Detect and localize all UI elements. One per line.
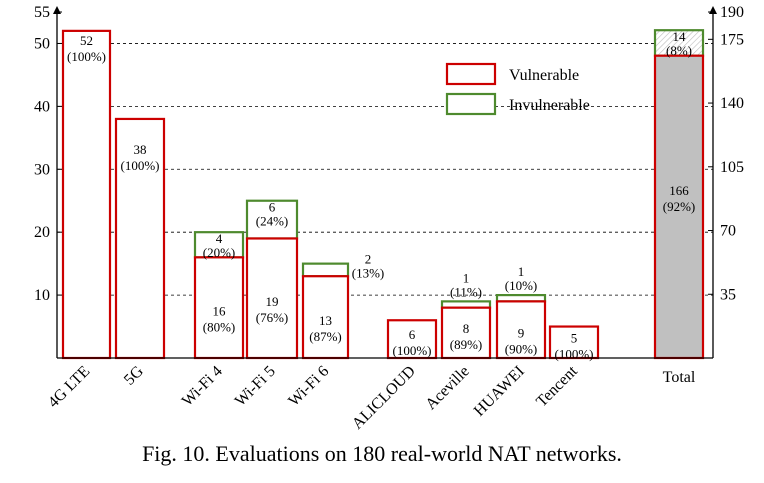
- bar-value-label: 38: [134, 142, 147, 157]
- bar-vulnerable: [61, 29, 112, 360]
- bar-value-label: 13: [319, 313, 332, 328]
- bar-value-label: 1: [463, 270, 470, 285]
- bar-vulnerable: [193, 256, 245, 360]
- grid-lines: [57, 43, 713, 296]
- x-tick-label: ALICLOUD: [349, 363, 419, 433]
- y-tick-label-left: 30: [34, 161, 50, 178]
- y-tick-label-right: 105: [720, 159, 744, 176]
- bar-percent-label: (100%): [121, 158, 160, 173]
- x-tick-label: HUAWEI: [471, 363, 528, 420]
- bar-percent-label: (76%): [256, 310, 289, 325]
- bar-value-label: 16: [213, 304, 227, 319]
- bar-value-label: 166: [669, 183, 689, 198]
- x-tick-label: Tencent: [533, 362, 581, 410]
- y-tick-label-right: 35: [720, 286, 736, 303]
- bar-vulnerable: [114, 117, 166, 360]
- bar-invulnerable: [245, 199, 299, 240]
- bar-value-label: 1: [518, 264, 525, 279]
- bar-percent-label: (10%): [505, 278, 538, 293]
- bar-percent-label: (92%): [663, 199, 696, 214]
- bar-percent-label: (100%): [67, 49, 106, 64]
- x-tick-label: Aceville: [422, 363, 472, 413]
- bar-vulnerable: [548, 325, 600, 360]
- x-tick-label: 5G: [121, 362, 147, 388]
- bar-vulnerable: [301, 275, 350, 360]
- y-axis-left-arrow: [53, 6, 61, 14]
- x-tick-label: Wi-Fi 5: [232, 363, 279, 410]
- bar-value-label: 14: [673, 29, 687, 44]
- legend: Vulnerable Invulnerable: [445, 62, 590, 116]
- y-tick-label-left: 20: [34, 224, 50, 241]
- x-tick-label: Wi-Fi 6: [285, 363, 332, 410]
- bar-invulnerable: [653, 29, 705, 57]
- bar-invulnerable: [193, 231, 245, 259]
- bar-percent-label: (100%): [393, 343, 432, 358]
- y-tick-label-left: 55: [34, 4, 50, 21]
- chart: 4G LTE 5G Wi-Fi 4 Wi-Fi 5 Wi-Fi 6 ALICLOUD Ace…: [34, 4, 744, 433]
- bar-value-label: 6: [409, 327, 416, 342]
- bar-percent-label: (24%): [256, 214, 289, 229]
- figure-caption: Fig. 10. Evaluations on 180 real-world N…: [142, 441, 622, 466]
- x-tick-label: Wi-Fi 4: [179, 363, 226, 410]
- bar-value-label: 8: [463, 321, 470, 336]
- y-axis-right-arrow: [709, 6, 717, 14]
- y-tick-label-right: 140: [720, 95, 744, 112]
- bar-percent-label: (87%): [309, 329, 342, 344]
- legend-swatch-invulnerable: [445, 92, 497, 116]
- bar-vulnerable: [653, 54, 705, 360]
- y-tick-label-left: 40: [34, 98, 50, 115]
- bar-value-label: 52: [80, 33, 93, 48]
- bar-value-label: 6: [269, 200, 276, 215]
- bar-vulnerable: [440, 306, 492, 360]
- bar-percent-label: (90%): [505, 342, 538, 357]
- bar-percent-label: (100%): [555, 346, 594, 361]
- bar-percent-label: (80%): [203, 320, 236, 335]
- y-tick-label-right: 190: [720, 4, 744, 21]
- data-labels: 52(100%)38(100%)16(80%)4(20%)19(76%)6(24…: [67, 29, 695, 361]
- bars: [61, 29, 705, 360]
- bar-percent-label: (13%): [352, 266, 385, 281]
- bar-invulnerable: [301, 262, 350, 278]
- y-tick-label-right: 175: [720, 31, 744, 48]
- bar-percent-label: (11%): [450, 284, 482, 299]
- bar-percent-label: (20%): [203, 245, 236, 260]
- y-tick-label-left: 10: [34, 287, 50, 304]
- legend-swatch-vulnerable: [445, 62, 497, 86]
- y-tick-label-left: 50: [34, 35, 50, 52]
- bar-value-label: 5: [571, 330, 578, 345]
- bar-value-label: 19: [266, 294, 279, 309]
- legend-label-vulnerable: Vulnerable: [509, 67, 579, 84]
- x-tick-label: 4G LTE: [45, 363, 93, 411]
- bar-percent-label: (8%): [666, 43, 692, 58]
- bar-vulnerable: [495, 300, 547, 360]
- bar-value-label: 9: [518, 326, 525, 341]
- bar-value-label: 4: [216, 231, 223, 246]
- x-tick-label: Total: [663, 369, 696, 386]
- bar-value-label: 2: [365, 252, 372, 267]
- legend-label-invulnerable: Invulnerable: [509, 97, 590, 114]
- bar-percent-label: (89%): [450, 337, 483, 352]
- y-tick-label-right: 70: [720, 223, 736, 240]
